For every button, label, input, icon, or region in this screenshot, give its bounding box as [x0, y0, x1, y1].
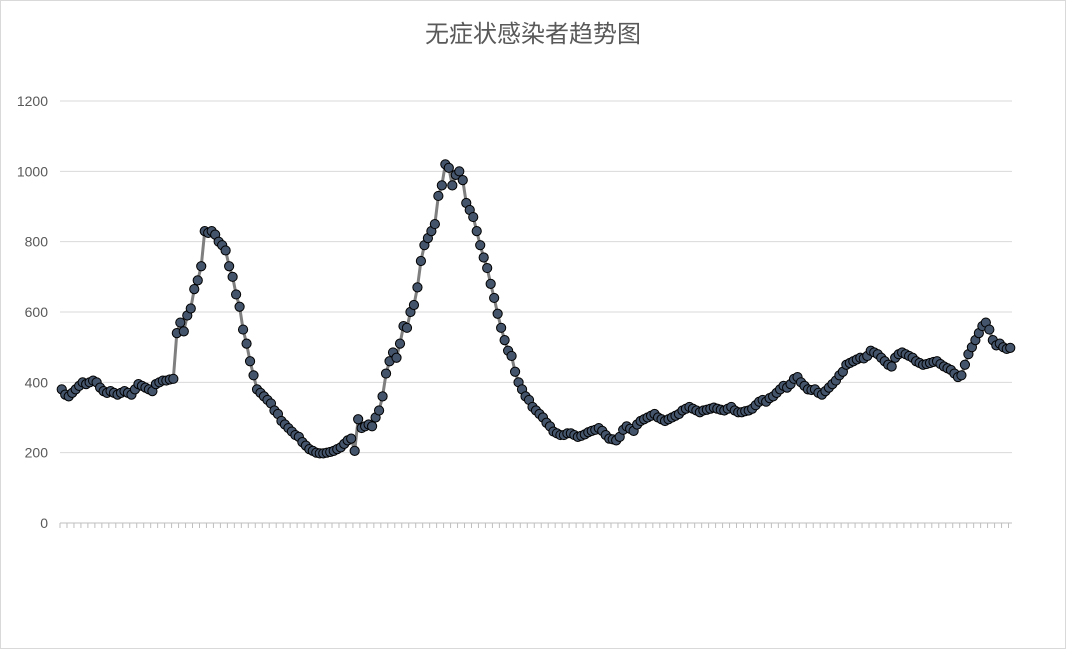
data-point [401, 322, 413, 333]
data-point [454, 166, 465, 177]
data-point [244, 356, 256, 367]
data-point [196, 261, 207, 272]
data-point [443, 162, 454, 173]
data-point [175, 317, 186, 328]
y-tick-label: 400 [25, 374, 49, 390]
data-point [478, 252, 489, 263]
y-axis-ticks: 0 200 400 600 800 1000 1200 [17, 93, 48, 531]
data-point [231, 289, 242, 300]
data-point [959, 359, 971, 370]
data-point [408, 299, 420, 311]
data-point [433, 190, 444, 202]
data-point [468, 211, 479, 223]
data-point [178, 326, 189, 337]
series-markers [56, 159, 1016, 459]
y-tick-label: 600 [25, 304, 49, 320]
data-point [367, 421, 378, 432]
data-point [482, 262, 493, 274]
data-point [349, 445, 360, 457]
data-point [248, 370, 259, 381]
data-point [380, 368, 392, 379]
data-point [956, 370, 967, 381]
data-point [499, 335, 510, 346]
data-point [353, 414, 364, 425]
y-tick-label: 1000 [17, 163, 48, 179]
y-tick-label: 0 [40, 515, 48, 531]
data-point [886, 361, 897, 372]
data-point [189, 284, 200, 295]
data-point [237, 324, 249, 335]
data-point [220, 245, 231, 256]
data-point [346, 433, 357, 444]
data-point [457, 175, 468, 186]
data-point [412, 282, 423, 293]
data-point [489, 292, 500, 304]
data-point [168, 373, 179, 384]
data-point [1005, 342, 1016, 353]
data-point [234, 301, 245, 312]
data-point [373, 405, 385, 416]
y-tick-label: 800 [25, 234, 49, 250]
data-point [436, 180, 447, 191]
data-point [377, 391, 388, 402]
data-point [984, 324, 995, 335]
data-point [394, 338, 406, 349]
gridlines [60, 100, 1012, 454]
y-tick-label: 200 [25, 445, 49, 461]
y-tick-label: 1200 [17, 93, 48, 109]
data-point [485, 278, 496, 289]
data-point [475, 240, 486, 251]
data-point [241, 338, 252, 349]
data-point [227, 271, 238, 282]
data-point [185, 303, 196, 314]
data-point [509, 366, 521, 377]
data-point [224, 261, 235, 272]
data-point [506, 350, 517, 362]
data-point [415, 255, 427, 267]
data-point [447, 180, 458, 191]
data-point [471, 226, 482, 237]
chart-title: 无症状感染者趋势图 [425, 20, 641, 48]
data-point [391, 352, 402, 363]
data-point [496, 322, 507, 333]
data-point [429, 218, 440, 230]
x-axis [59, 522, 1012, 528]
data-point [192, 275, 203, 286]
data-point [492, 308, 503, 319]
